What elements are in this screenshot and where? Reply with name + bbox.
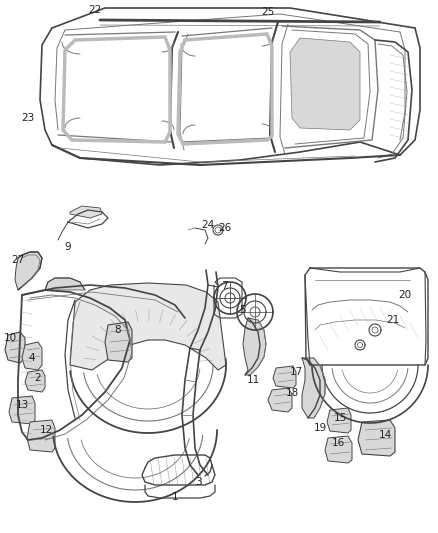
Text: 5: 5	[240, 305, 246, 315]
Text: 11: 11	[246, 375, 260, 385]
Text: 12: 12	[39, 425, 53, 435]
Polygon shape	[325, 436, 352, 463]
Text: 24: 24	[201, 220, 215, 230]
Polygon shape	[5, 332, 25, 363]
Polygon shape	[25, 370, 45, 392]
Text: 15: 15	[333, 413, 346, 423]
Polygon shape	[273, 366, 296, 388]
Text: 25: 25	[261, 7, 275, 17]
Text: 3: 3	[194, 477, 201, 487]
Text: 4: 4	[28, 353, 35, 363]
Polygon shape	[70, 283, 226, 370]
Polygon shape	[302, 358, 325, 418]
Text: 14: 14	[378, 430, 392, 440]
Text: 27: 27	[11, 255, 25, 265]
Text: 17: 17	[290, 367, 303, 377]
Polygon shape	[70, 206, 102, 218]
Text: 19: 19	[313, 423, 327, 433]
Text: 2: 2	[35, 373, 41, 383]
Polygon shape	[358, 420, 395, 456]
Polygon shape	[22, 342, 42, 370]
Polygon shape	[27, 420, 55, 452]
Text: 23: 23	[21, 113, 35, 123]
Polygon shape	[243, 318, 266, 375]
Text: 13: 13	[15, 400, 28, 410]
Text: 16: 16	[332, 438, 345, 448]
Text: 9: 9	[65, 242, 71, 252]
Polygon shape	[327, 408, 351, 433]
Text: 7: 7	[221, 281, 227, 291]
Text: 10: 10	[4, 333, 17, 343]
Text: 20: 20	[399, 290, 412, 300]
Text: 22: 22	[88, 5, 102, 15]
Text: 18: 18	[286, 388, 299, 398]
Polygon shape	[15, 252, 42, 290]
Polygon shape	[268, 388, 292, 412]
Text: 1: 1	[172, 492, 178, 502]
Text: 26: 26	[219, 223, 232, 233]
Text: 21: 21	[386, 315, 399, 325]
Polygon shape	[105, 322, 132, 362]
Polygon shape	[9, 396, 35, 424]
Polygon shape	[45, 278, 85, 290]
Text: 8: 8	[115, 325, 121, 335]
Polygon shape	[290, 38, 360, 130]
